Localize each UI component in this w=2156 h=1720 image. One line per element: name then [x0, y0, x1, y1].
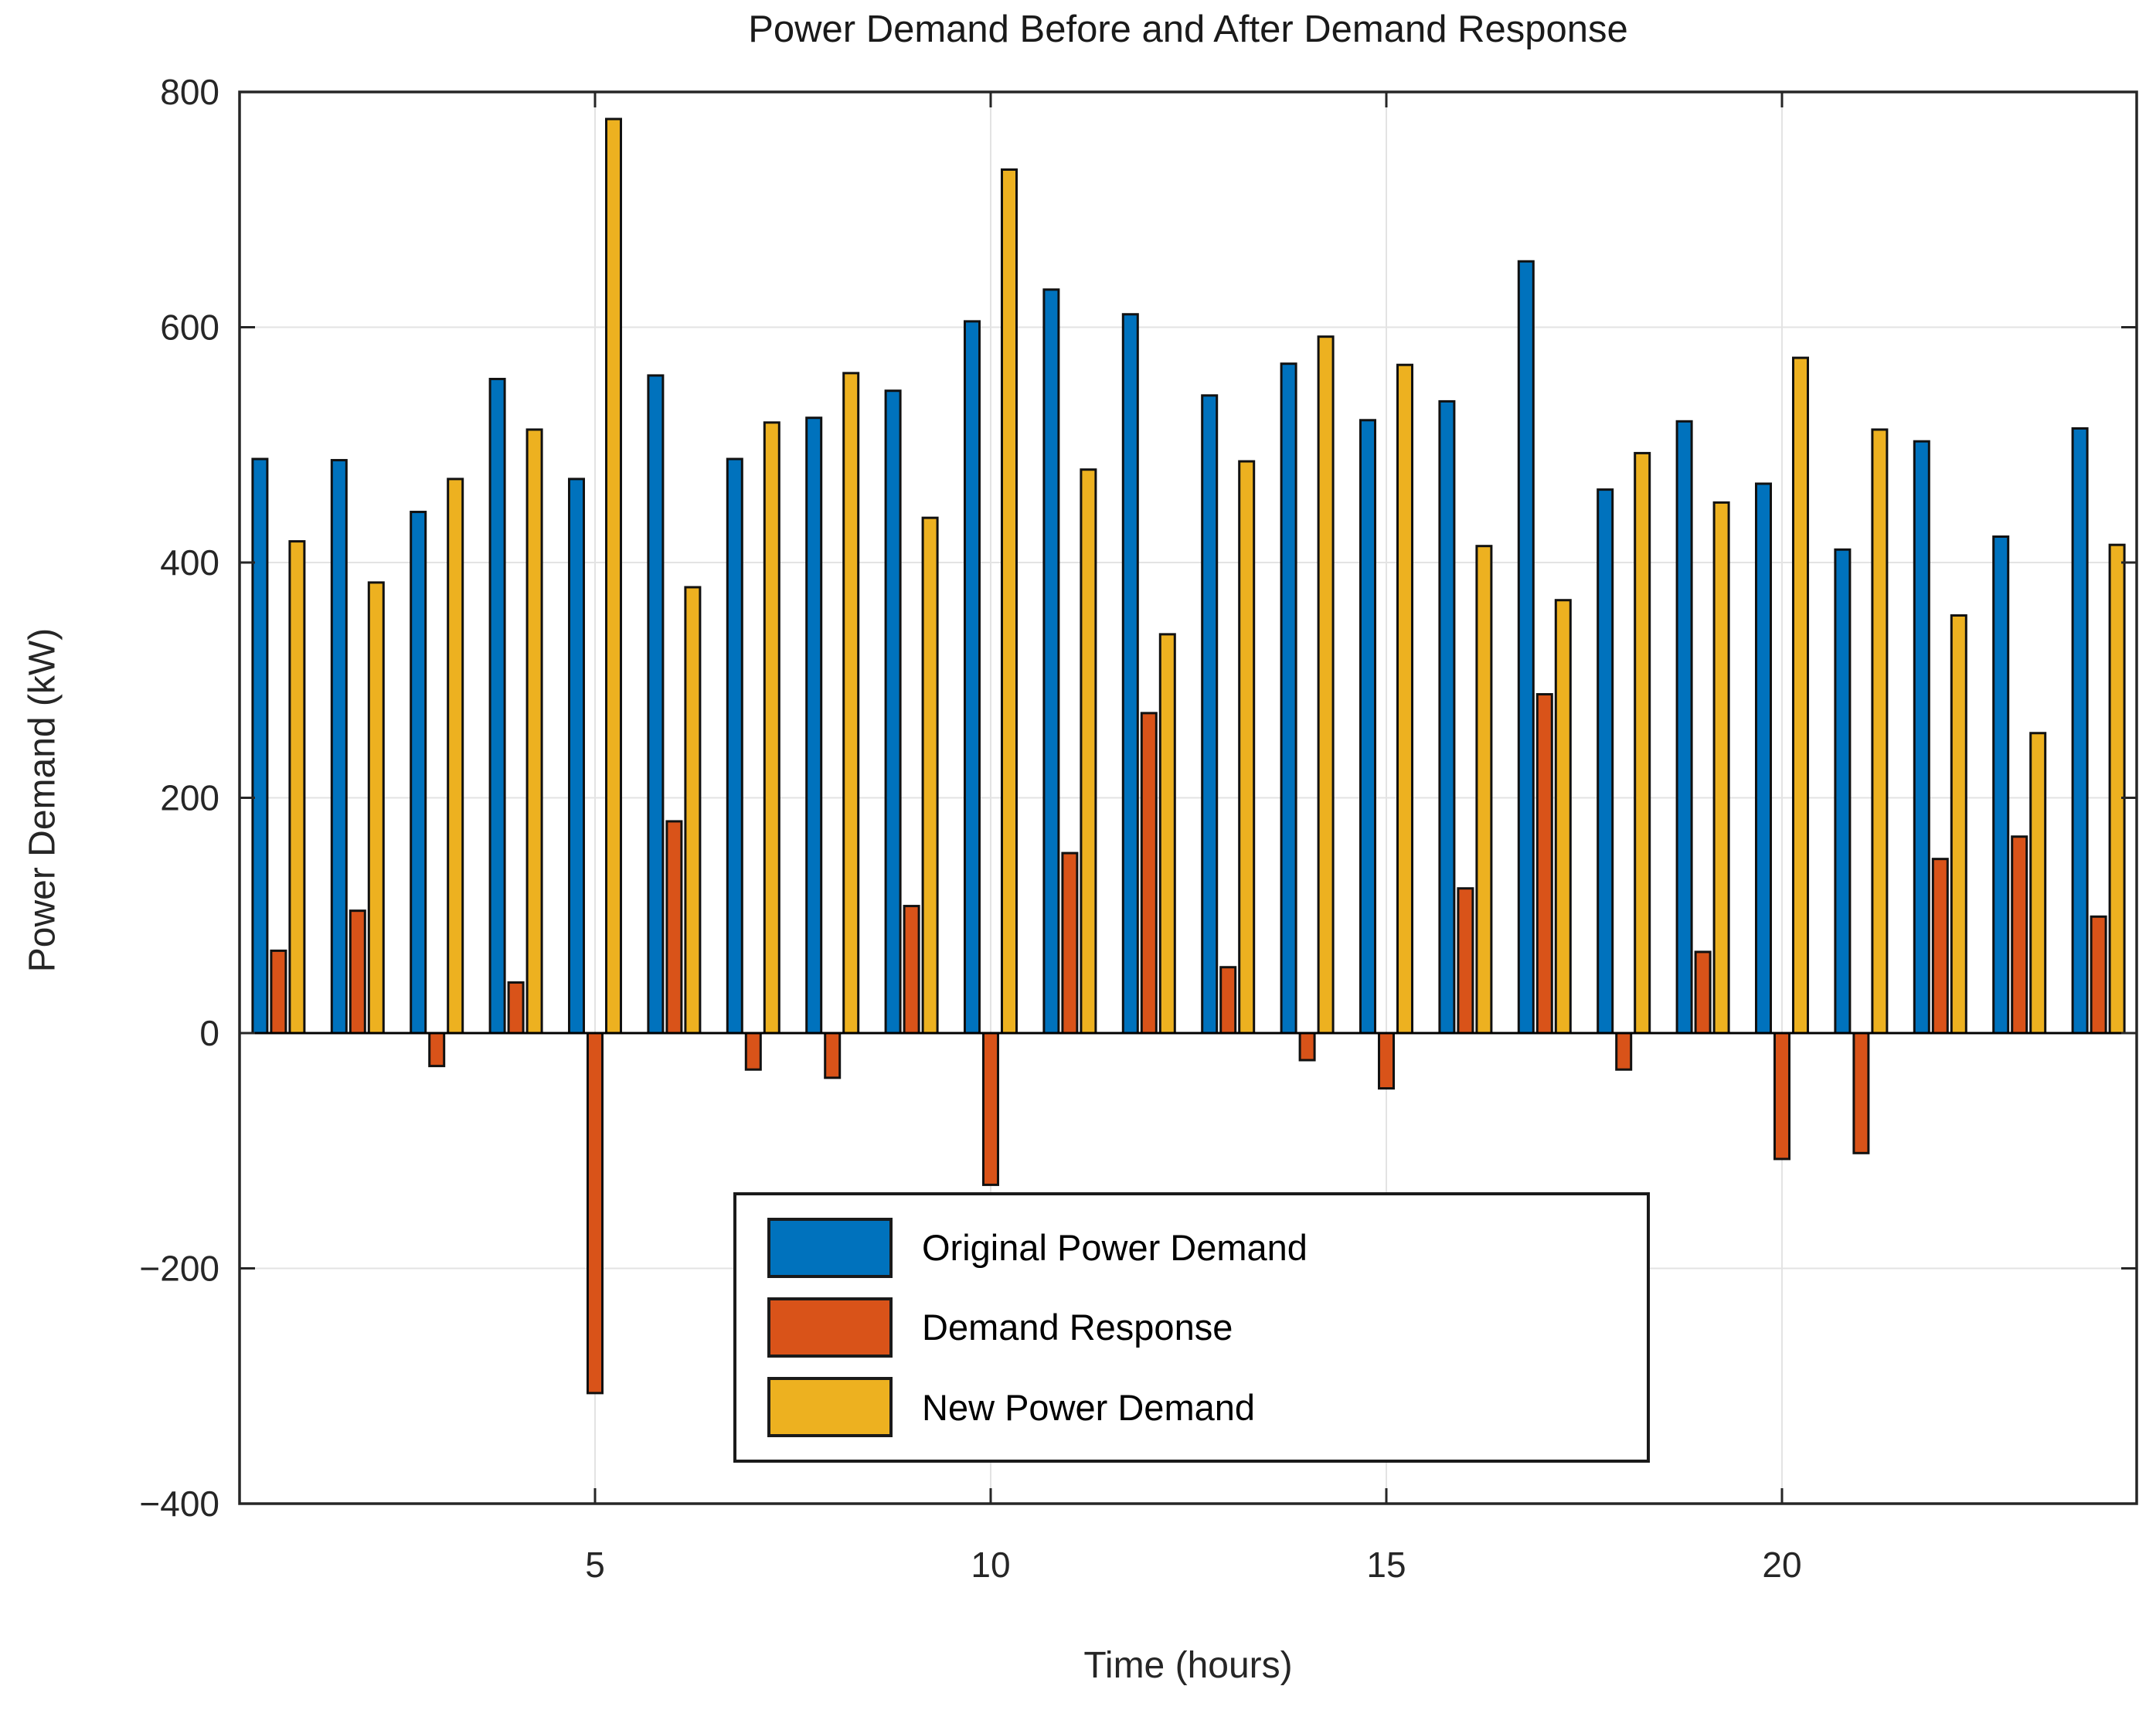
y-tick-label: 0: [199, 1013, 219, 1053]
legend-swatch-new: [767, 1377, 893, 1438]
bar-original-hour-8: [805, 416, 823, 1035]
bar-new-hour-15: [1396, 363, 1413, 1035]
bar-original-hour-23: [1992, 535, 2010, 1035]
bar-response-hour-13: [1219, 966, 1237, 1035]
bar-response-hour-15: [1378, 1032, 1395, 1090]
bar-response-hour-1: [270, 949, 287, 1035]
bar-original-hour-9: [884, 389, 902, 1035]
bar-response-hour-9: [903, 905, 920, 1035]
bar-response-hour-19: [1694, 950, 1712, 1035]
bar-response-hour-12: [1140, 712, 1158, 1035]
bar-response-hour-18: [1615, 1032, 1633, 1071]
bar-original-hour-10: [964, 320, 981, 1035]
bar-response-hour-22: [1931, 858, 1949, 1035]
bar-original-hour-5: [568, 478, 585, 1035]
bar-original-hour-3: [410, 511, 427, 1035]
y-axis-label: Power Demand (kW): [22, 627, 63, 973]
bar-new-hour-1: [288, 540, 306, 1035]
x-axis-label: Time (hours): [1083, 1645, 1293, 1686]
bar-response-hour-20: [1773, 1032, 1790, 1161]
bar-response-hour-14: [1298, 1032, 1316, 1062]
bar-new-hour-12: [1158, 633, 1176, 1035]
legend-item-original: Original Power Demand: [767, 1213, 1647, 1283]
bar-response-hour-11: [1061, 852, 1079, 1035]
legend-label-new: New Power Demand: [922, 1386, 1256, 1428]
bar-response-hour-17: [1535, 693, 1553, 1035]
x-tick-label: 15: [1366, 1545, 1406, 1585]
bar-new-hour-24: [2108, 543, 2126, 1035]
y-tick-label: −200: [139, 1249, 219, 1289]
bar-original-hour-15: [1359, 419, 1376, 1035]
bar-new-hour-9: [921, 516, 939, 1035]
bar-new-hour-21: [1871, 428, 1889, 1035]
bar-original-hour-2: [330, 459, 348, 1035]
bar-original-hour-20: [1755, 482, 1772, 1035]
bar-original-hour-24: [2071, 427, 2089, 1035]
y-tick-label: −400: [139, 1484, 219, 1524]
legend-swatch-original: [767, 1217, 893, 1278]
bar-response-hour-3: [428, 1032, 446, 1068]
y-tick-label: 400: [160, 542, 219, 583]
bar-original-hour-17: [1517, 260, 1535, 1035]
bar-original-hour-18: [1597, 488, 1614, 1035]
y-tick-label: 600: [160, 308, 219, 348]
bar-response-hour-10: [982, 1032, 999, 1186]
bar-new-hour-7: [763, 421, 780, 1035]
x-tick-label: 20: [1762, 1545, 1801, 1585]
bar-new-hour-16: [1475, 545, 1493, 1035]
bar-original-hour-13: [1201, 394, 1219, 1035]
bar-new-hour-14: [1317, 335, 1335, 1035]
legend: Original Power Demand Demand Response Ne…: [733, 1192, 1650, 1463]
bar-original-hour-16: [1438, 399, 1456, 1035]
bar-new-hour-4: [525, 428, 543, 1035]
bar-new-hour-13: [1238, 460, 1256, 1035]
bar-original-hour-21: [1834, 548, 1852, 1035]
legend-item-new: New Power Demand: [767, 1372, 1647, 1442]
bar-original-hour-19: [1675, 420, 1693, 1035]
bar-new-hour-18: [1634, 451, 1651, 1035]
bar-response-hour-24: [2090, 915, 2107, 1035]
bar-new-hour-6: [684, 586, 702, 1035]
chart-title: Power Demand Before and After Demand Res…: [748, 8, 1628, 50]
bar-new-hour-2: [367, 581, 385, 1035]
y-tick-label: 800: [160, 72, 219, 112]
bar-new-hour-3: [447, 478, 464, 1035]
bar-original-hour-6: [647, 374, 665, 1035]
bar-new-hour-8: [842, 372, 860, 1035]
legend-swatch-response: [767, 1297, 893, 1358]
bar-response-hour-16: [1457, 887, 1474, 1035]
legend-label-original: Original Power Demand: [922, 1227, 1308, 1269]
bar-response-hour-7: [744, 1032, 762, 1071]
bar-response-hour-6: [665, 820, 683, 1035]
x-tick-label: 10: [971, 1545, 1010, 1585]
bar-response-hour-2: [349, 909, 366, 1035]
bar-new-hour-20: [1792, 356, 1809, 1035]
y-tick-label: 200: [160, 778, 219, 818]
bar-original-hour-11: [1042, 288, 1060, 1035]
bar-new-hour-10: [1001, 168, 1018, 1035]
bar-original-hour-7: [726, 457, 743, 1035]
bar-original-hour-22: [1913, 440, 1930, 1035]
bar-response-hour-21: [1852, 1032, 1870, 1154]
bar-response-hour-4: [507, 981, 525, 1035]
bar-new-hour-22: [1950, 614, 1967, 1035]
bar-original-hour-1: [251, 457, 269, 1035]
bar-new-hour-17: [1554, 599, 1572, 1035]
bar-response-hour-8: [824, 1032, 842, 1079]
legend-label-response: Demand Response: [922, 1307, 1233, 1348]
bar-original-hour-14: [1280, 362, 1297, 1035]
bar-new-hour-5: [605, 117, 622, 1035]
bar-new-hour-11: [1080, 468, 1097, 1035]
bar-response-hour-5: [587, 1032, 604, 1395]
bar-response-hour-23: [2011, 835, 2028, 1035]
bar-new-hour-19: [1712, 501, 1730, 1035]
bar-new-hour-23: [2029, 732, 2047, 1035]
bar-original-hour-12: [1121, 313, 1139, 1035]
x-tick-label: 5: [585, 1545, 605, 1585]
legend-item-response: Demand Response: [767, 1293, 1647, 1362]
bar-original-hour-4: [488, 377, 506, 1035]
